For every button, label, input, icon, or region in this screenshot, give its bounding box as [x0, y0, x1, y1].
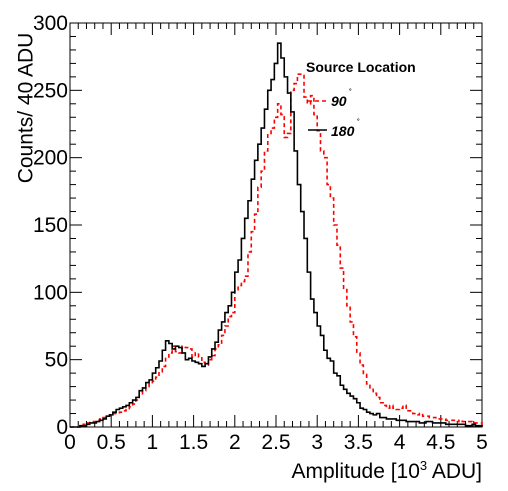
y-tick-label: 0: [56, 416, 68, 439]
y-tick-label: 300: [33, 12, 68, 35]
x-tick-label: 0.5: [97, 431, 126, 454]
x-axis-title-suffix: ADU]: [427, 460, 482, 483]
x-axis-title-sup: 3: [420, 458, 427, 473]
series-line-180: [70, 42, 483, 428]
x-axis-ticks: 0 0.5 1 1.5 2 2.5 3 3.5 4 4.5 5: [64, 23, 488, 454]
y-tick-label: 100: [33, 281, 68, 304]
x-tick-label: 0: [64, 431, 76, 454]
legend-degree-90: ˚: [349, 88, 352, 98]
y-tick-label: 150: [33, 214, 68, 237]
x-tick-label: 2.5: [261, 431, 290, 454]
y-tick-label: 250: [33, 79, 68, 102]
x-axis-title-prefix: Amplitude [10: [291, 460, 419, 483]
legend: Source Location 90 ˚ 180 ˚: [306, 59, 416, 139]
series-layer: [70, 42, 483, 428]
x-axis-title: Amplitude [103 ADU]: [291, 458, 482, 483]
legend-degree-180: ˚: [357, 118, 360, 128]
plot-frame: [69, 22, 483, 428]
legend-title: Source Location: [306, 59, 416, 75]
x-tick-label: 2: [229, 431, 241, 454]
x-tick-label: 4: [394, 431, 406, 454]
x-tick-label: 4.5: [426, 431, 455, 454]
series-line-90: [70, 73, 483, 428]
y-tick-label: 50: [45, 349, 68, 372]
legend-label-90: 90: [331, 93, 347, 109]
y-axis-title: Counts/ 40 ADU: [15, 33, 38, 184]
x-tick-label: 3.5: [344, 431, 373, 454]
x-tick-label: 3: [311, 431, 323, 454]
x-tick-label: 1: [147, 431, 159, 454]
x-tick-label: 5: [476, 431, 488, 454]
y-axis-ticks: 0 50 100 150 200 250 300: [33, 12, 482, 439]
y-tick-label: 200: [33, 147, 68, 170]
legend-label-180: 180: [331, 123, 355, 139]
x-tick-label: 1.5: [179, 431, 208, 454]
